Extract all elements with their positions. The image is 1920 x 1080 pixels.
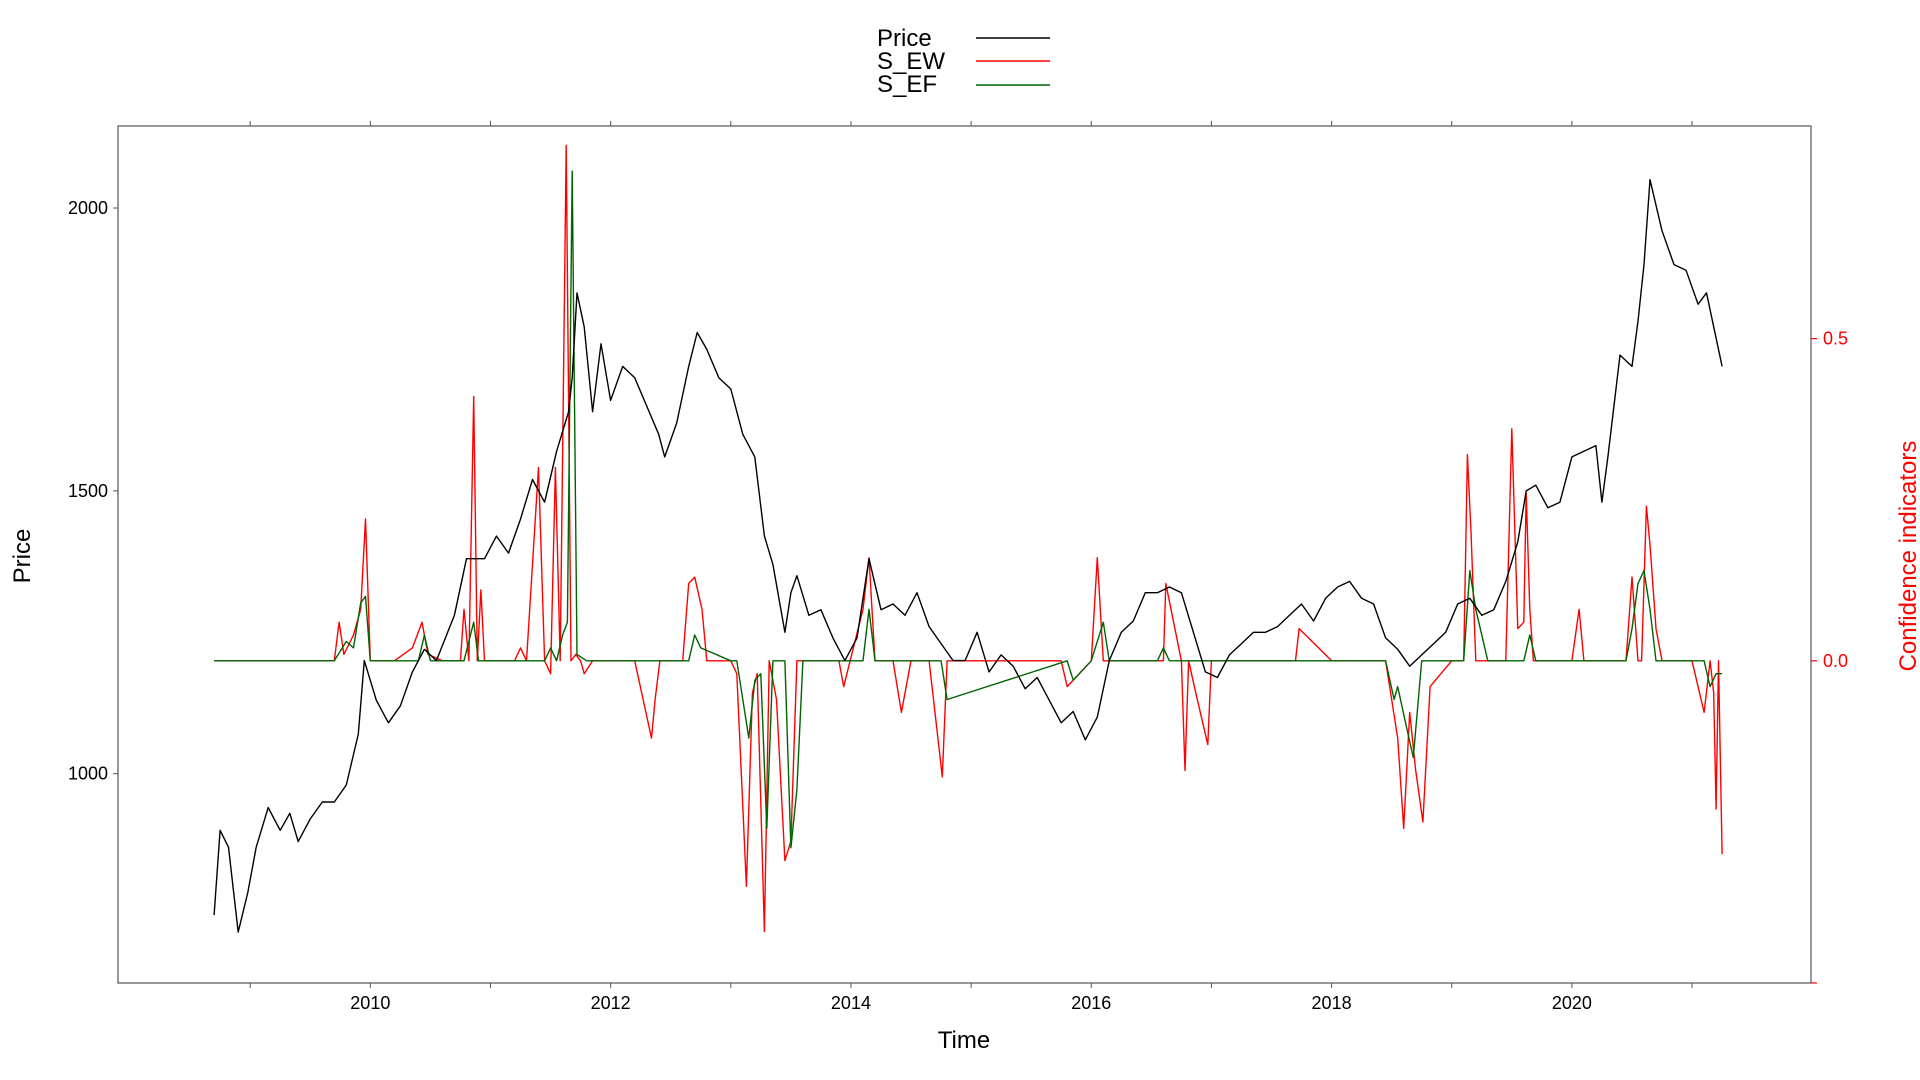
- series-line-price: [213, 178, 1723, 933]
- plot-frame: [117, 125, 1812, 984]
- y-tick-label: 1500: [68, 481, 108, 501]
- legend-label-s-ew: S_EW: [877, 48, 945, 75]
- y-tick-label: 1000: [68, 764, 108, 784]
- x-tick-label: 2018: [1312, 993, 1352, 1013]
- y-axis-right: 0.0 0.5: [1811, 329, 1848, 984]
- series-layer: [213, 144, 1723, 933]
- y2-tick-label: 0.0: [1823, 651, 1848, 671]
- y-axis-title: Price: [9, 529, 36, 584]
- x-axis-title: Time: [938, 1027, 990, 1054]
- legend-label-s-ef: S_EF: [877, 71, 937, 98]
- x-tick-label: 2010: [350, 993, 390, 1013]
- y-axis-left: 1000 1500 2000: [68, 198, 118, 784]
- y2-axis-title: Confidence indicators: [1895, 441, 1920, 672]
- x-tick-label: 2016: [1071, 993, 1111, 1013]
- series-line-s-ew: [214, 144, 1723, 933]
- series-line-s-ef: [214, 170, 1723, 849]
- y2-tick-label: 0.5: [1823, 329, 1848, 349]
- y-tick-label: 2000: [68, 198, 108, 218]
- x-axis: 2010 2012 2014 2016 2018 2020: [249, 121, 1693, 1013]
- x-tick-label: 2014: [831, 993, 871, 1013]
- x-tick-label: 2012: [591, 993, 631, 1013]
- legend-label-price: Price: [877, 25, 932, 52]
- legend: Price S_EW S_EF: [877, 25, 1050, 98]
- x-tick-label: 2020: [1552, 993, 1592, 1013]
